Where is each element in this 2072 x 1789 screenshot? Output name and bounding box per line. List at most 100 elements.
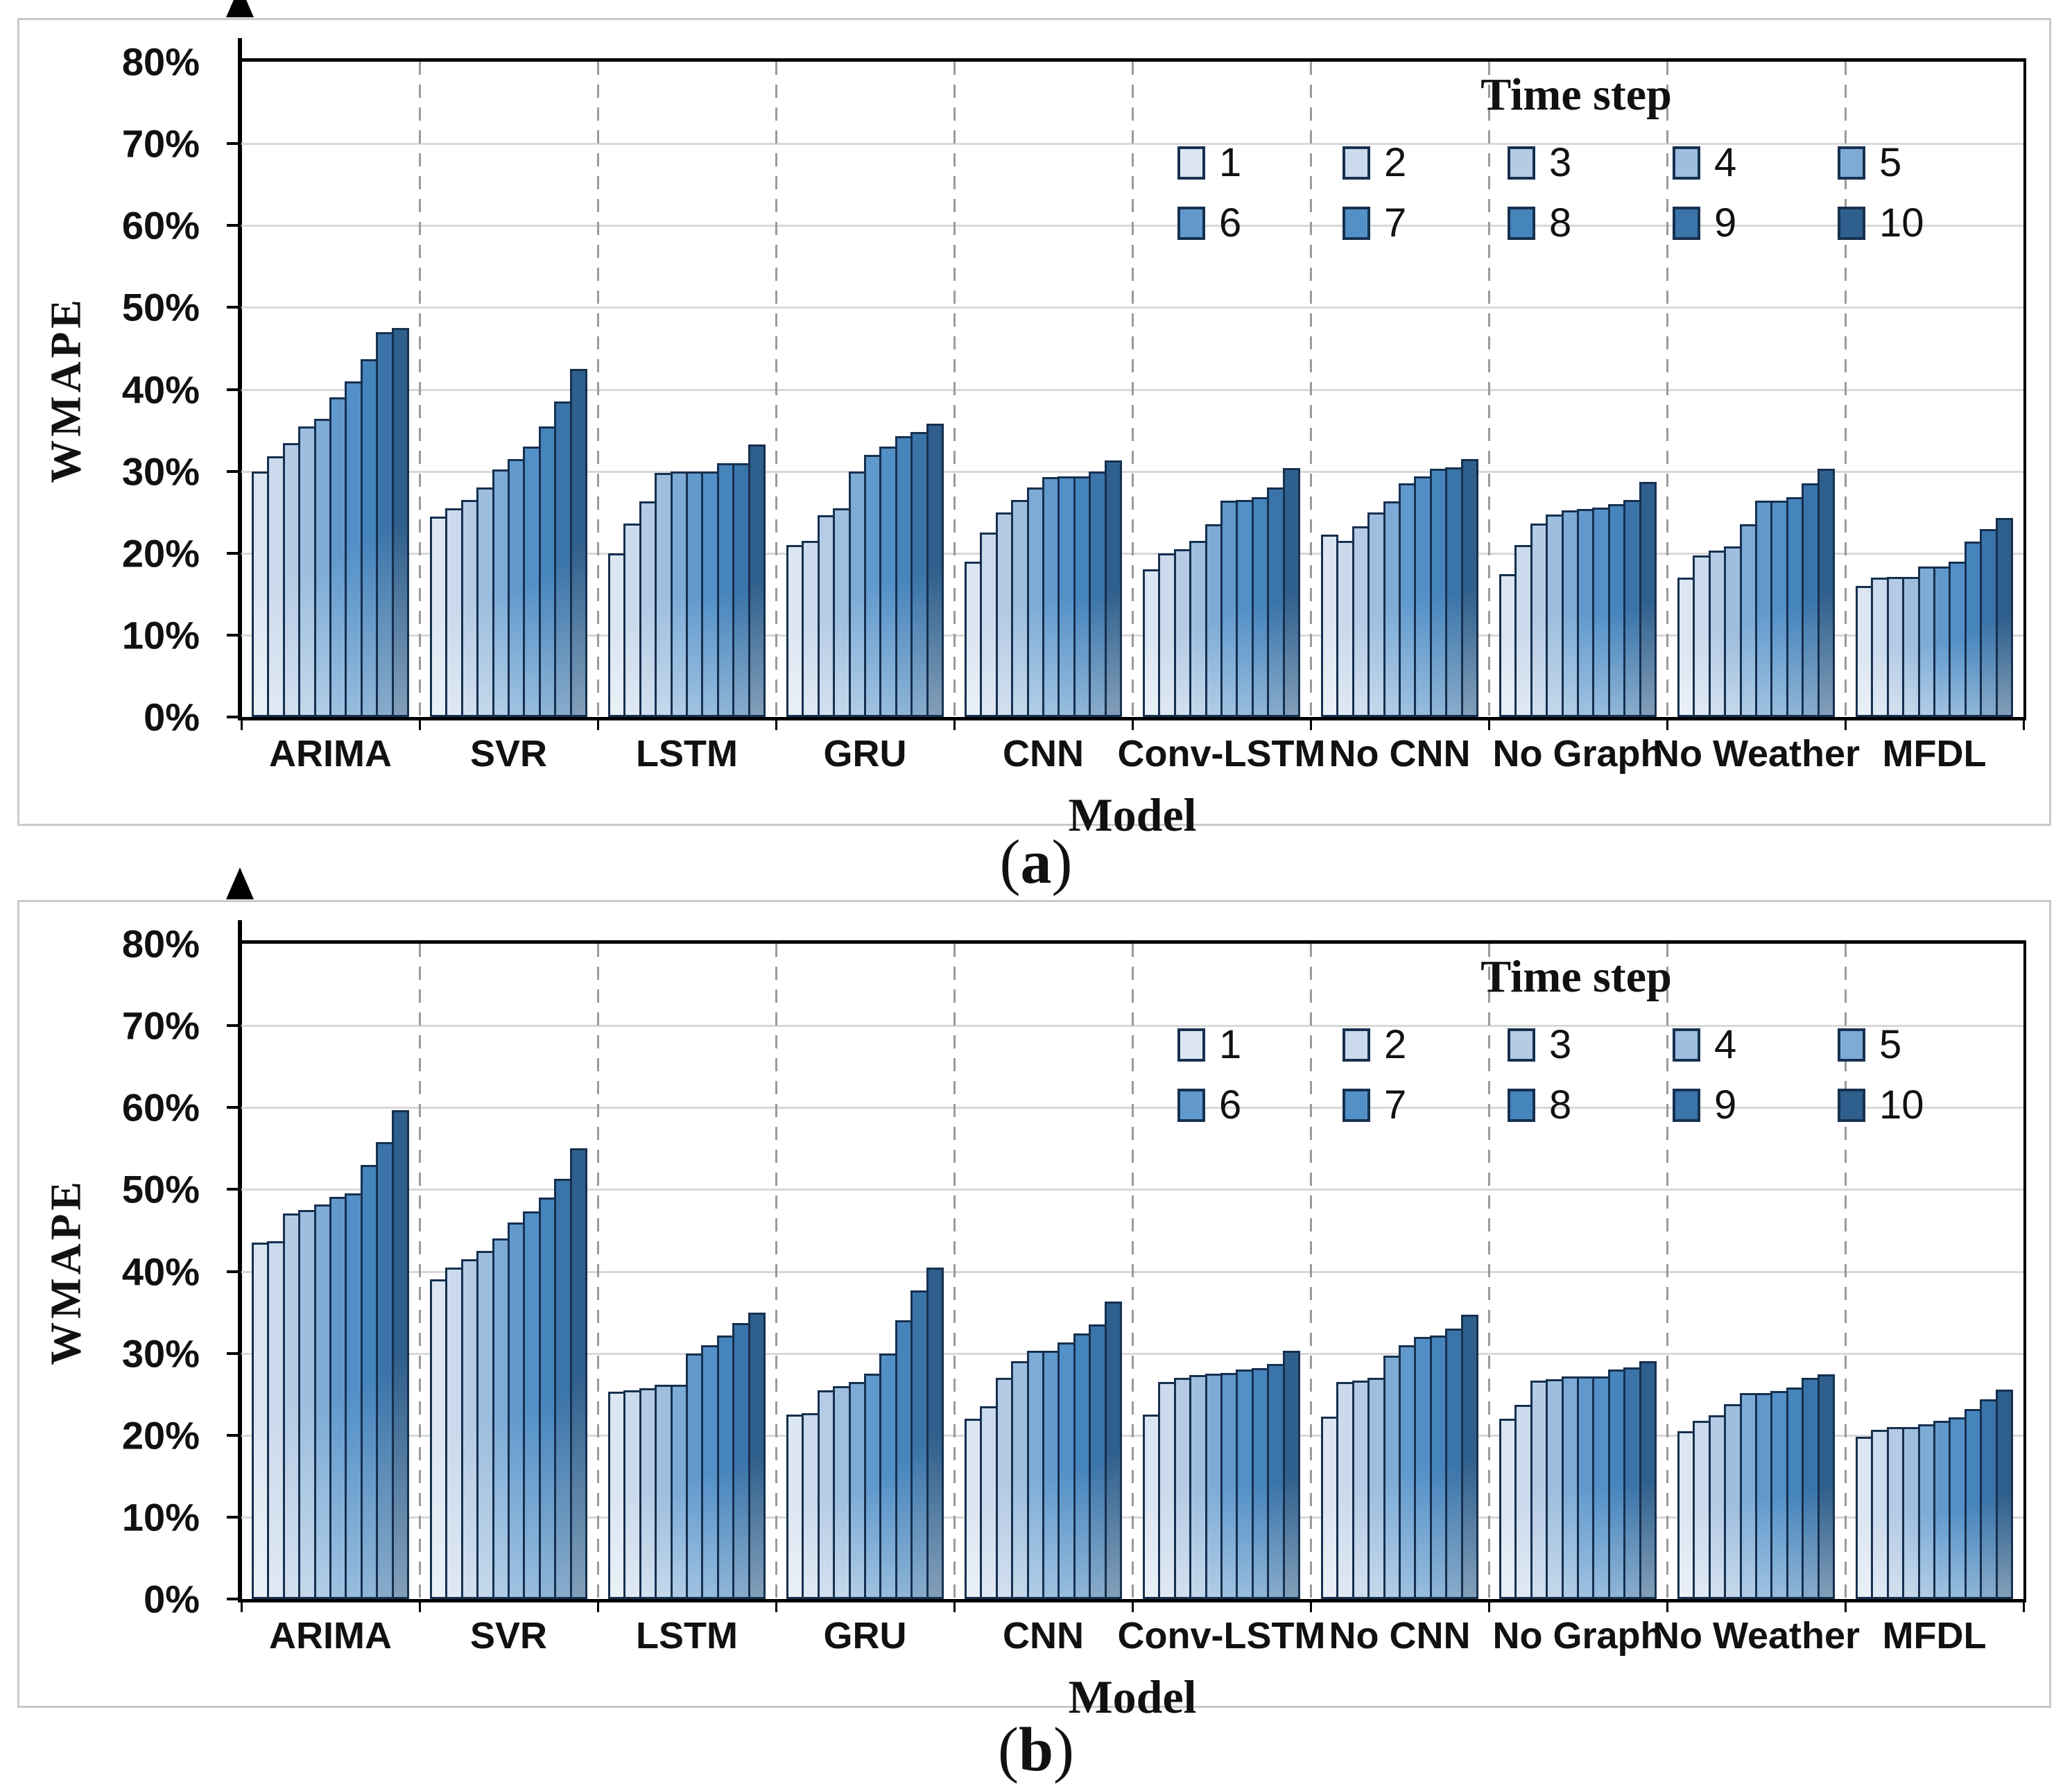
legend-swatch-icon xyxy=(1838,206,1865,240)
x-category-label-mfdl: MFDL xyxy=(1882,1615,1987,1657)
legend-label: 3 xyxy=(1549,140,1572,185)
legend-label: 8 xyxy=(1549,1082,1572,1127)
bar-mfdl-step-5 xyxy=(1917,1424,1936,1599)
bar-no-weather-step-8 xyxy=(1786,497,1804,717)
y-tick-label: 50% xyxy=(121,285,200,329)
x-tick-mark xyxy=(241,1602,243,1612)
x-tick-mark xyxy=(1845,1602,1847,1612)
caption-b-letter: b xyxy=(1018,1715,1054,1784)
x-tick-mark xyxy=(2023,1602,2025,1612)
bar-cnn-step-3 xyxy=(995,1378,1014,1599)
legend-swatch-icon xyxy=(1508,146,1535,180)
bar-group-svr xyxy=(420,62,598,717)
plot-area-b: WMAPE 80% 70% 60% 50% 40% 30% 20% 10% 0% ARIMA SV… xyxy=(43,867,2026,1723)
bar-conv-lstm-step-9 xyxy=(1267,487,1285,717)
bar-no-cnn-step-1 xyxy=(1321,534,1339,717)
bar-svr-step-4 xyxy=(476,1250,494,1599)
bar-gru-step-3 xyxy=(817,515,836,717)
bar-conv-lstm-step-6 xyxy=(1220,1372,1238,1599)
bar-no-graph-step-5 xyxy=(1561,510,1580,717)
legend-item-10: 10 xyxy=(1838,200,2003,246)
legend-item-6: 6 xyxy=(1177,1082,1343,1128)
bar-arima-step-8 xyxy=(360,358,379,717)
legend-label: 2 xyxy=(1384,1022,1407,1067)
legend-item-3: 3 xyxy=(1508,1021,1673,1068)
legend-swatch-icon xyxy=(1508,1088,1535,1122)
legend-title: Time step xyxy=(1480,69,1672,120)
bar-mfdl-step-7 xyxy=(1949,561,1967,717)
bar-group-cnn xyxy=(954,944,1132,1599)
bar-group-mfdl xyxy=(1845,944,2023,1599)
bar-group-no-graph xyxy=(1489,944,1667,1599)
bar-no-weather-step-4 xyxy=(1724,546,1742,717)
x-tick-mark xyxy=(775,1602,777,1612)
bar-lstm-step-5 xyxy=(670,471,689,717)
legend-swatch-icon xyxy=(1508,206,1535,240)
legend-item-3: 3 xyxy=(1508,139,1673,186)
bar-conv-lstm-step-3 xyxy=(1173,548,1192,717)
group-separator xyxy=(1132,62,1134,717)
bar-lstm-step-10 xyxy=(748,1312,766,1599)
group-separator xyxy=(597,944,599,1599)
bar-arima-step-3 xyxy=(282,1213,301,1599)
bar-lstm-step-6 xyxy=(686,1353,704,1599)
bar-no-cnn-step-10 xyxy=(1460,458,1479,717)
bar-cnn-step-4 xyxy=(1011,1361,1029,1599)
bar-cnn-step-1 xyxy=(965,561,983,717)
bar-gru-step-4 xyxy=(833,1385,851,1599)
bar-conv-lstm-step-7 xyxy=(1236,1369,1254,1599)
x-tick-mark xyxy=(1488,720,1490,730)
x-tick-mark xyxy=(241,720,243,730)
legend-label: 9 xyxy=(1714,1082,1737,1127)
bar-conv-lstm-step-9 xyxy=(1267,1363,1285,1599)
bar-lstm-step-9 xyxy=(732,463,750,717)
bar-group-no-cnn xyxy=(1311,944,1489,1599)
bar-gru-step-5 xyxy=(848,1381,867,1599)
legend-label: 5 xyxy=(1879,1022,1902,1067)
bar-no-weather-step-6 xyxy=(1755,501,1773,717)
bar-arima-step-10 xyxy=(391,1109,410,1599)
bar-group-cnn xyxy=(954,62,1132,717)
bar-conv-lstm-step-10 xyxy=(1282,467,1301,717)
y-tick-label: 20% xyxy=(121,1413,200,1458)
x-tick-mark xyxy=(419,720,421,730)
bar-group-no-weather xyxy=(1667,944,1845,1599)
group-separator xyxy=(1310,62,1312,717)
legend-label: 4 xyxy=(1714,1022,1737,1067)
bar-conv-lstm-step-8 xyxy=(1251,1367,1270,1599)
legend-label: 1 xyxy=(1219,1022,1242,1067)
bar-group-mfdl xyxy=(1845,62,2023,717)
bar-no-cnn-step-4 xyxy=(1367,512,1385,717)
bar-no-graph-step-6 xyxy=(1577,1376,1595,1599)
legend-label: 10 xyxy=(1879,1082,1924,1127)
x-category-label-gru: GRU xyxy=(823,1615,907,1657)
y-axis-arrow-icon xyxy=(226,867,254,899)
bar-mfdl-step-3 xyxy=(1886,576,1905,717)
legend-label: 3 xyxy=(1549,1022,1572,1067)
x-category-label-no-weather: No Weather xyxy=(1652,733,1861,775)
legend-swatch-icon xyxy=(1177,146,1205,180)
legend-swatch-icon xyxy=(1343,146,1370,180)
group-separator xyxy=(1132,944,1134,1599)
x-category-label-mfdl: MFDL xyxy=(1882,733,1987,775)
chart-panel-a: WMAPE 80% 70% 60% 50% 40% 30% 20% 10% 0% ARIMA SV… xyxy=(17,0,2051,841)
group-separator xyxy=(1845,62,1847,717)
group-separator xyxy=(1310,944,1312,1599)
x-axis-title: Model xyxy=(1068,1670,1197,1723)
legend-swatch-icon xyxy=(1177,1088,1205,1122)
bar-arima-step-3 xyxy=(282,443,301,717)
bar-mfdl-step-9 xyxy=(1980,529,1998,717)
x-tick-mark xyxy=(2023,720,2025,730)
x-category-label-svr: SVR xyxy=(469,733,548,775)
legend-label: 8 xyxy=(1549,200,1572,245)
y-axis-line xyxy=(226,0,254,720)
bar-arima-step-2 xyxy=(267,456,285,717)
x-tick-mark xyxy=(1488,1602,1490,1612)
legend-swatch-icon xyxy=(1838,1028,1865,1062)
y-tick-mark xyxy=(227,142,238,146)
legend-swatch-icon xyxy=(1673,206,1700,240)
bar-lstm-step-8 xyxy=(716,1335,735,1599)
x-axis-title: Model xyxy=(1068,788,1197,841)
y-tick-mark xyxy=(227,1598,238,1600)
y-tick-label: 30% xyxy=(121,449,200,494)
